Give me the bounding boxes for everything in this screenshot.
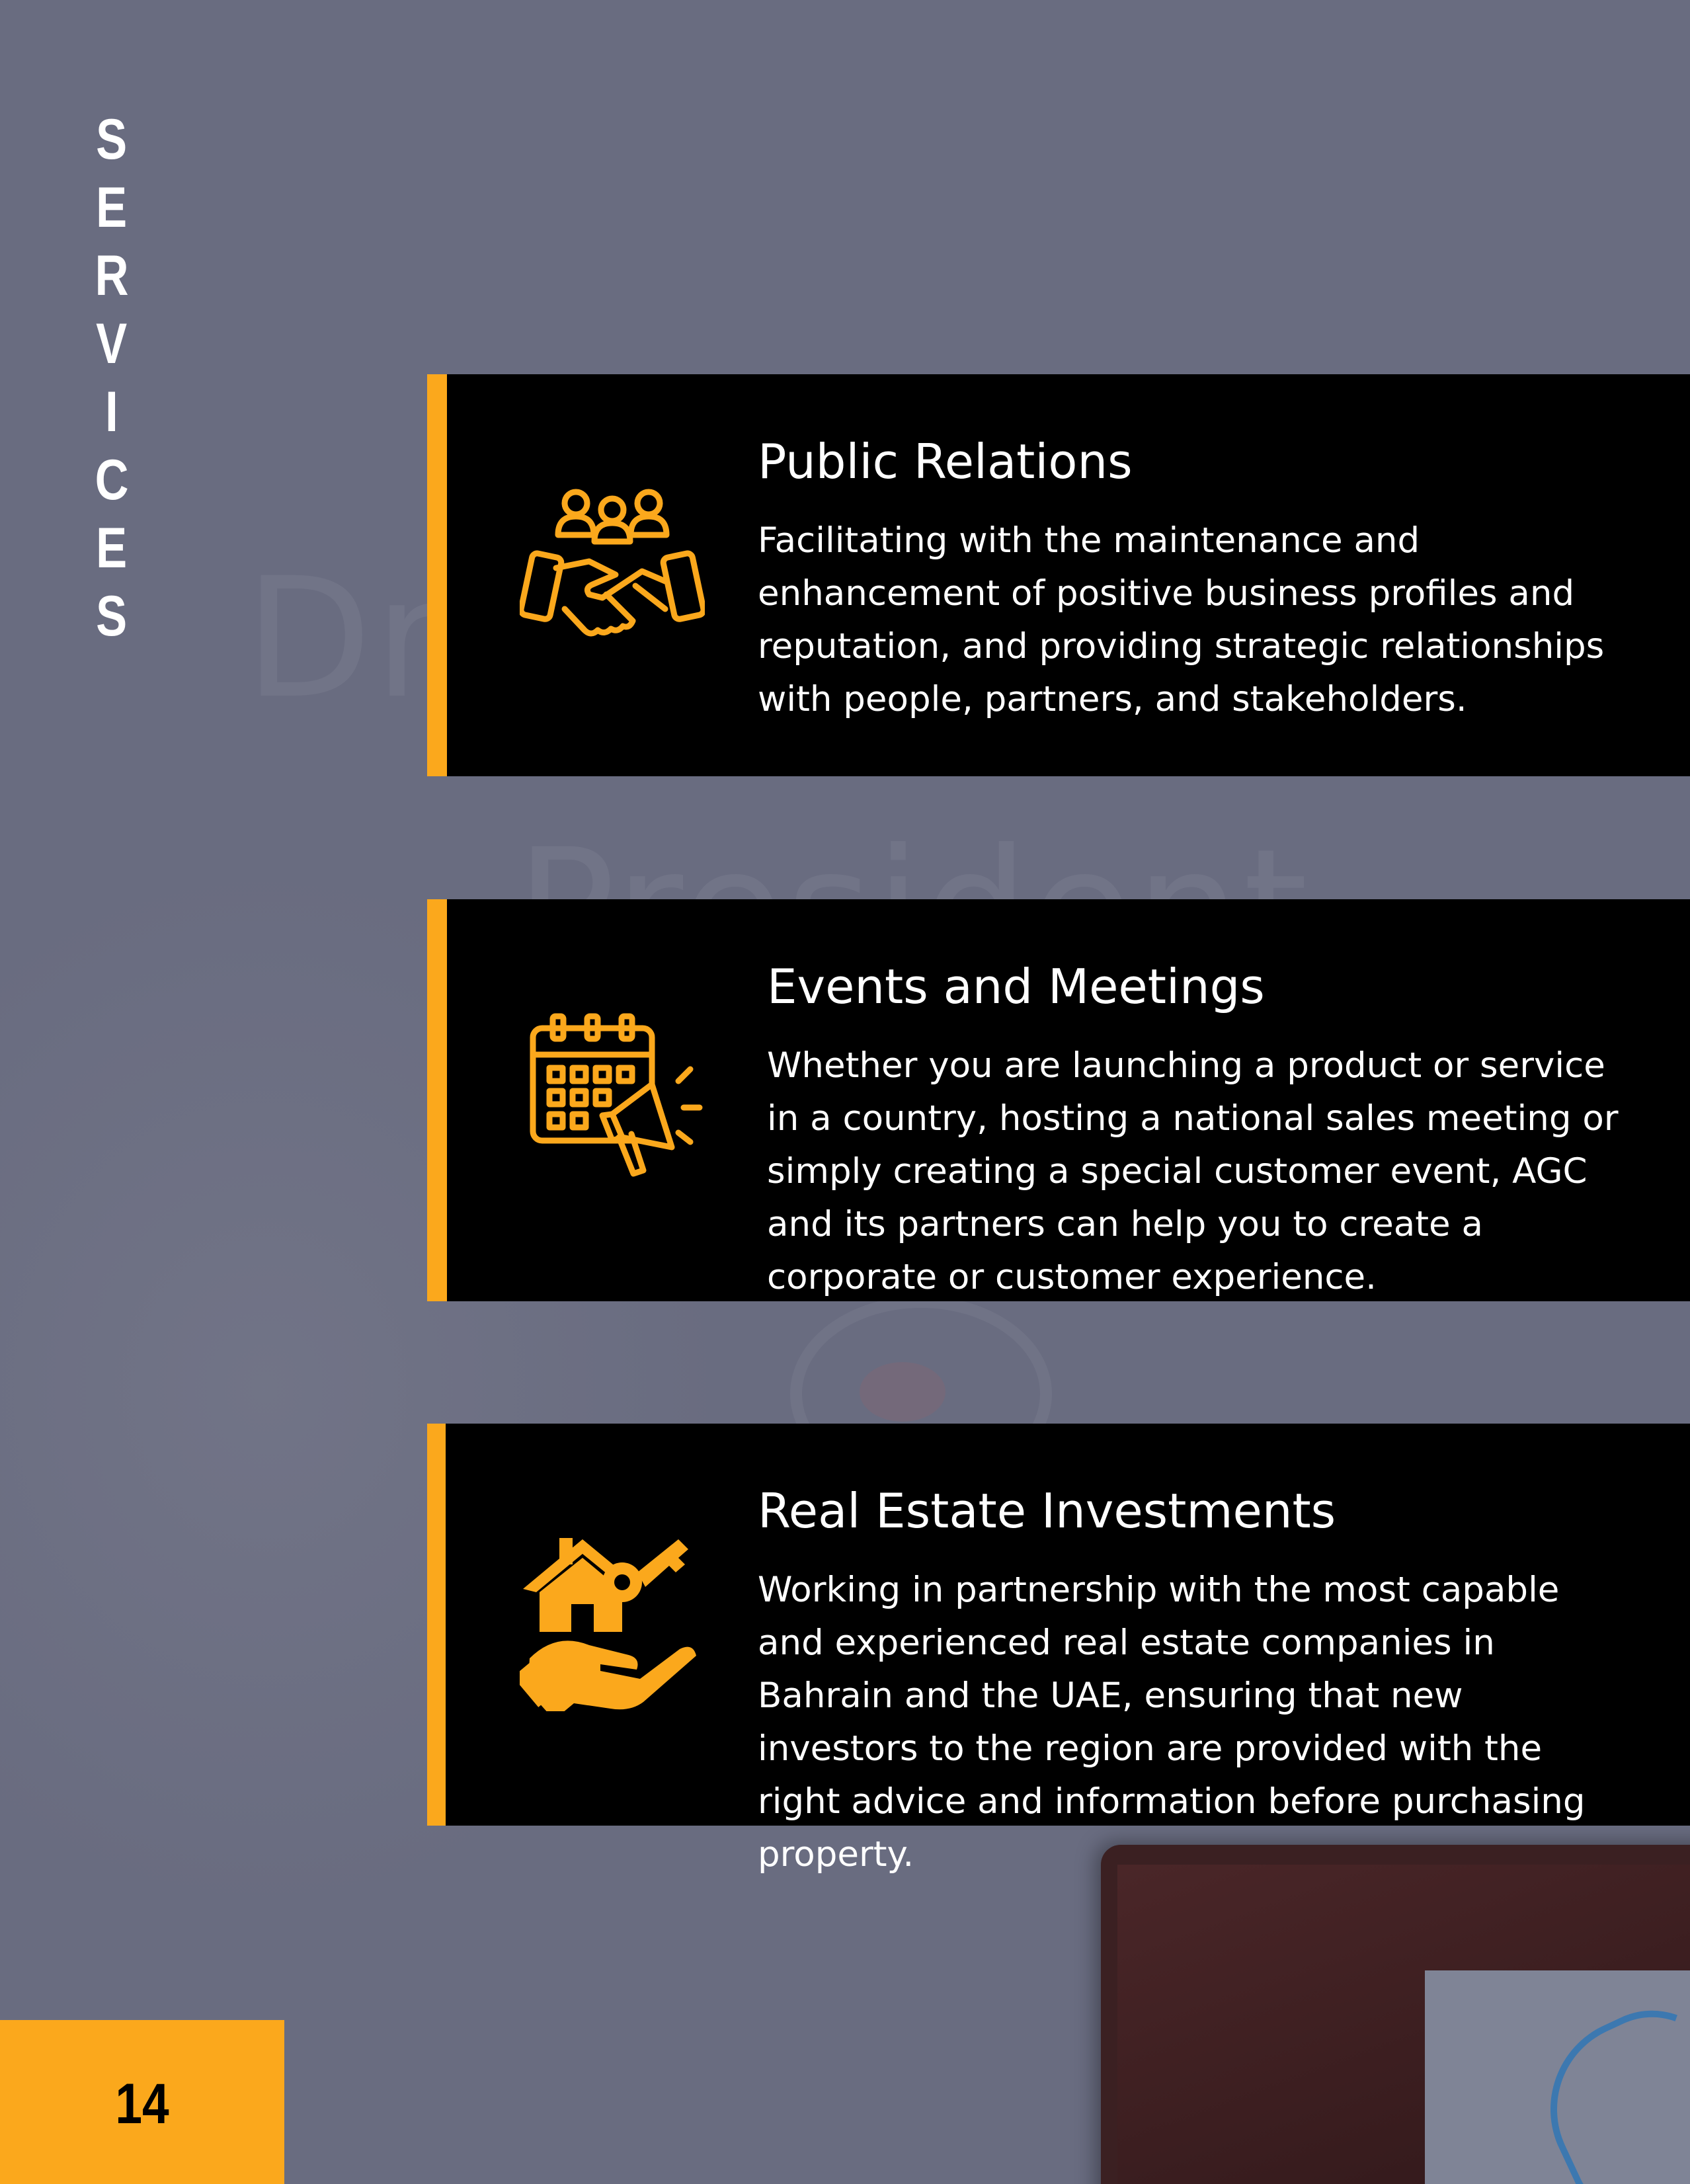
page-number-box: 14 [0,2020,284,2184]
card-accent-bar [427,1424,446,1826]
card-description: Whether you are launching a product or s… [767,1045,1619,1297]
service-card-public-relations: Public Relations Facilitating with the m… [427,374,1690,776]
section-title-vertical: S E R V I C E S [89,106,135,651]
section-title-letter: E [96,176,128,239]
handshake-group-icon [518,477,707,662]
card-description: Facilitating with the maintenance and en… [758,520,1605,719]
section-title-letter: V [96,312,128,376]
section-title-letter: C [95,448,129,512]
calendar-megaphone-icon [520,1002,705,1187]
card-title: Real Estate Investments [758,1483,1336,1539]
card-title: Events and Meetings [767,959,1265,1014]
service-card-real-estate: Real Estate Investments Working in partn… [427,1424,1690,1875]
card-accent-bar [427,374,447,776]
card-accent-bar [427,899,447,1301]
page-number: 14 [115,2072,169,2136]
card-description: Working in partnership with the most cap… [758,1570,1586,1875]
section-title-letter: E [96,516,128,580]
house-key-hand-icon [512,1526,705,1720]
card-title: Public Relations [758,434,1133,489]
service-card-events-meetings: Events and Meetings Whether you are laun… [427,899,1690,1301]
section-title-letter: S [96,108,128,171]
section-title-letter: R [95,244,129,307]
section-title-letter: I [105,380,118,444]
section-title-letter: S [96,585,128,648]
